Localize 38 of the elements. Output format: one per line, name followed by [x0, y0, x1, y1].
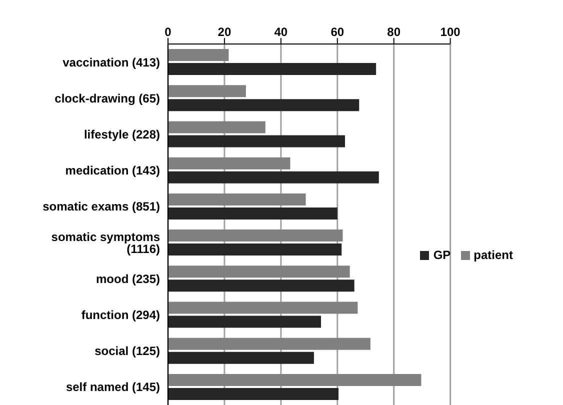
bar [168, 374, 422, 386]
bar [168, 388, 339, 400]
x-tick-label: 60 [330, 25, 344, 39]
bar [168, 302, 358, 314]
y-tick-label: lifestyle (228) [84, 128, 160, 142]
bar [168, 171, 379, 184]
y-tick-label: function (294) [81, 308, 160, 322]
bar [168, 338, 370, 350]
y-tick-label: social (125) [94, 344, 160, 358]
y-tick-label: somatic symptoms (1116) [51, 230, 160, 256]
bar [168, 157, 290, 170]
bar [168, 352, 314, 364]
legend-label: patient [474, 248, 513, 262]
bar [168, 121, 266, 134]
x-tick-label: 20 [218, 25, 232, 39]
bar [168, 85, 246, 98]
x-tick-label: 0 [164, 25, 172, 39]
x-tick-label: 40 [274, 25, 288, 39]
y-tick-label: mood (235) [96, 272, 160, 286]
y-tick-label: self named (145) [66, 380, 160, 394]
bar [168, 230, 343, 242]
bar [168, 63, 376, 76]
bar [168, 49, 229, 62]
bar [168, 244, 342, 256]
y-tick-label: clock-drawing (65) [54, 91, 160, 106]
bar [168, 193, 306, 206]
bar [168, 135, 346, 148]
x-tick-label: 100 [440, 25, 461, 39]
y-tick-label: somatic exams (851) [42, 200, 160, 214]
legend-label: GP [433, 248, 451, 262]
x-tick-label: 80 [387, 25, 401, 39]
bar [168, 266, 350, 278]
bar [168, 207, 338, 220]
bar [168, 316, 322, 328]
bar [168, 280, 354, 292]
y-tick-label: vaccination (413) [62, 55, 160, 70]
y-tick-label: medication (143) [65, 164, 160, 178]
bar [168, 99, 360, 112]
